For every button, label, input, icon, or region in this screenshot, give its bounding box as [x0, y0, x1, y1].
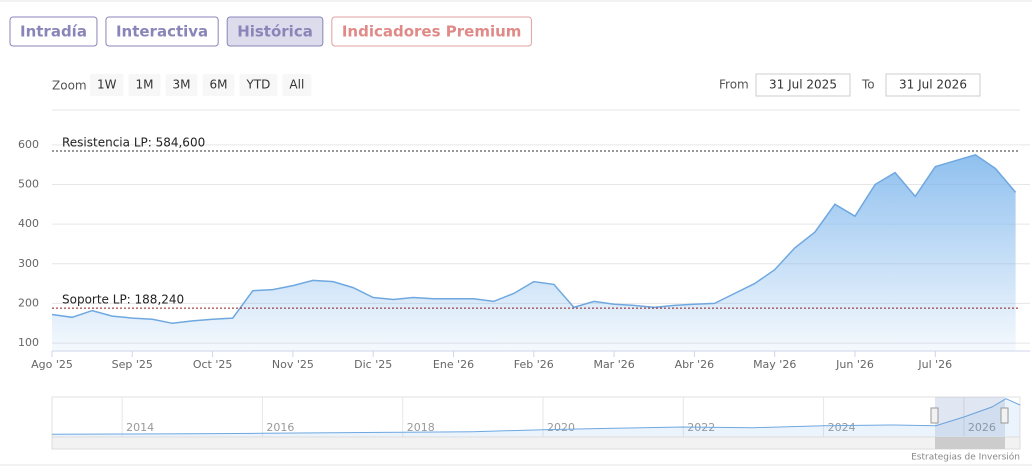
- navigator-tick-label: 2018: [407, 421, 435, 434]
- y-tick-label: 300: [18, 257, 39, 270]
- zoom-button[interactable]: [202, 74, 235, 96]
- x-tick-label: Jun '26: [835, 358, 874, 371]
- navigator-window[interactable]: [935, 397, 1005, 437]
- x-tick-label: Feb '26: [514, 358, 554, 371]
- zoom-button-label: 1M: [136, 78, 154, 92]
- tab-label: Histórica: [237, 23, 313, 41]
- zoom-button[interactable]: [90, 74, 124, 96]
- zoom-button[interactable]: [239, 74, 278, 96]
- y-tick-label: 400: [18, 217, 39, 230]
- plot-line-label: Resistencia LP: 584,600: [62, 135, 205, 149]
- zoom-button-label: 6M: [210, 78, 228, 92]
- navigator-tick-label: 2016: [266, 421, 294, 434]
- from-date: 31 Jul 2025: [769, 78, 837, 92]
- y-tick-label: 200: [18, 296, 39, 309]
- plot-line-label: Soporte LP: 188,240: [62, 293, 184, 307]
- navigator-handle[interactable]: [1000, 407, 1009, 424]
- to-input[interactable]: [885, 73, 981, 97]
- zoom-button[interactable]: [128, 74, 161, 96]
- x-tick-label: Oct '25: [193, 358, 233, 371]
- zoom-button[interactable]: [165, 74, 198, 96]
- area-fill: [52, 154, 1016, 351]
- zoom-label: Zoom: [52, 79, 87, 93]
- x-tick-label: Sep '25: [112, 358, 153, 371]
- from-input[interactable]: [755, 73, 851, 97]
- price-line: [51, 153, 1017, 325]
- y-tick-label: 500: [18, 178, 39, 191]
- x-tick-label: Dic '25: [354, 358, 392, 371]
- navigator-handle[interactable]: [930, 407, 939, 424]
- zoom-button-label: 3M: [173, 78, 191, 92]
- zoom-button[interactable]: [282, 74, 312, 96]
- navigator-tick-label: 2020: [547, 421, 575, 434]
- y-tick-label: 100: [18, 336, 39, 349]
- x-tick-label: May '26: [753, 358, 796, 371]
- tab[interactable]: [105, 16, 219, 47]
- x-tick-label: Jul '26: [917, 358, 952, 371]
- x-tick-label: Nov '25: [272, 358, 314, 371]
- zoom-button-label: YTD: [246, 78, 271, 92]
- tab[interactable]: [331, 16, 532, 47]
- navigator-area: [52, 398, 1020, 437]
- zoom-button-label: 1W: [97, 78, 117, 92]
- navigator-tick-label: 2024: [828, 421, 856, 434]
- navigator-tick-label: 2026: [968, 421, 996, 434]
- tab[interactable]: [226, 16, 324, 47]
- tab-label: Indicadores Premium: [342, 23, 522, 41]
- to-label: To: [861, 78, 875, 92]
- navigator-tick-label: 2014: [126, 421, 154, 434]
- x-tick-label: Abr '26: [675, 358, 715, 371]
- x-tick-label: Ago '25: [31, 358, 73, 371]
- x-tick-label: Mar '26: [593, 358, 634, 371]
- scrollbar[interactable]: [51, 436, 1021, 450]
- credit: Estrategias de Inversión: [911, 452, 1020, 463]
- from-label: From: [719, 78, 749, 92]
- tab-label: Interactiva: [116, 23, 208, 41]
- tab-label: Intradía: [20, 23, 87, 41]
- x-tick-label: Ene '26: [433, 358, 474, 371]
- to-date: 31 Jul 2026: [899, 78, 967, 92]
- scrollbar-thumb[interactable]: [935, 437, 1005, 449]
- y-tick-label: 600: [18, 138, 39, 151]
- tab[interactable]: [9, 16, 98, 47]
- zoom-button-label: All: [289, 78, 304, 92]
- navigator-line: [51, 398, 1021, 435]
